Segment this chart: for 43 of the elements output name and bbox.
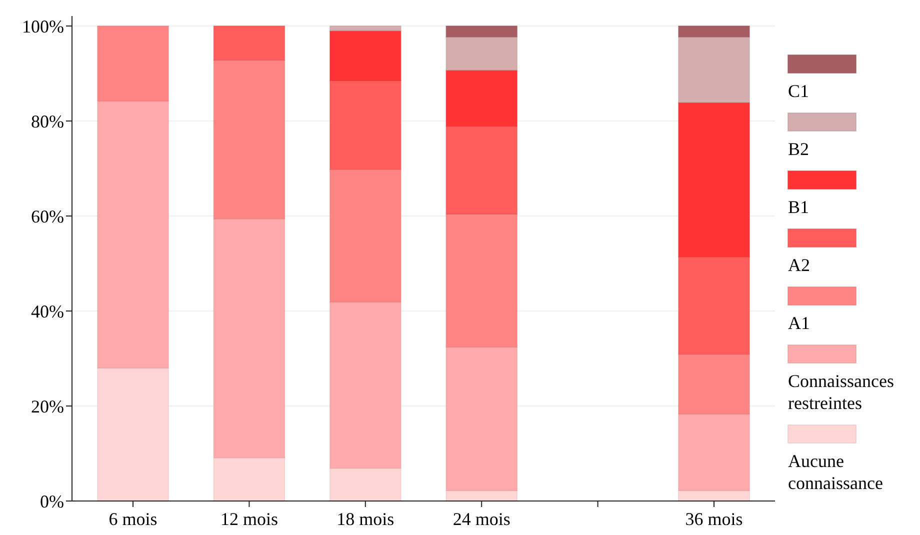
bar [213, 457, 286, 502]
bar [678, 102, 750, 258]
y-tick-label: 0% [40, 491, 64, 512]
x-tick-label: 18 mois [336, 509, 394, 529]
legend-label: B2 [788, 139, 810, 159]
bar [678, 354, 750, 414]
y-tick-label: 40% [31, 301, 64, 322]
bar [678, 414, 750, 491]
legend-label: A2 [788, 255, 810, 275]
bar [446, 36, 518, 71]
bar [446, 214, 518, 348]
bar [678, 256, 750, 355]
legend-label: C1 [788, 81, 810, 101]
bar [678, 36, 750, 103]
bar [97, 368, 169, 502]
y-tick-label: 100% [22, 16, 64, 36]
bar [213, 60, 286, 220]
x-tick-label: 12 mois [220, 509, 278, 529]
bar [330, 468, 402, 502]
legend-label: A1 [788, 313, 810, 333]
y-tick-label: 80% [31, 111, 64, 132]
bar [446, 70, 518, 127]
x-tick-label: 6 mois [108, 509, 158, 529]
bar [330, 26, 402, 32]
bar [678, 26, 750, 38]
bar [97, 26, 169, 102]
x-tick-label: 36 mois [685, 509, 743, 529]
bar [330, 80, 402, 170]
legend-label: B1 [788, 197, 810, 217]
bar [446, 346, 518, 491]
bar [97, 100, 169, 368]
legend-label: Connaissances restreintes [788, 371, 894, 413]
y-tick-label: 60% [31, 206, 64, 226]
bar [213, 26, 286, 61]
legend-label: Aucune connaissance [788, 451, 883, 493]
bar [446, 26, 518, 38]
bar [330, 302, 402, 469]
bar [330, 169, 402, 302]
bar [213, 218, 286, 458]
x-tick-label: 24 mois [452, 509, 510, 529]
bar [330, 30, 402, 82]
bar [446, 126, 518, 214]
y-tick-label: 20% [31, 396, 64, 416]
